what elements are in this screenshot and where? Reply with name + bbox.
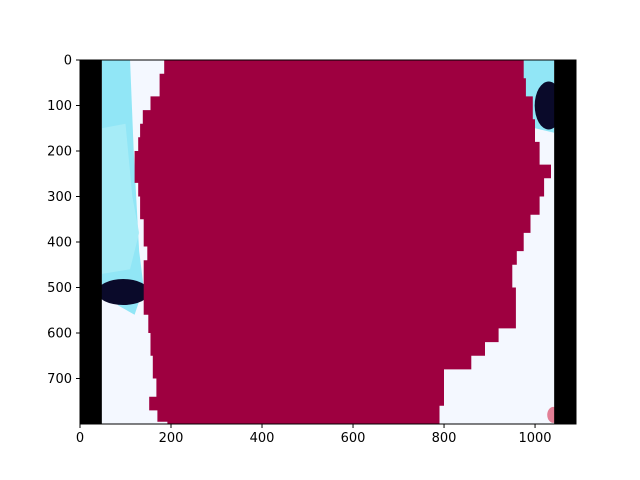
y-tick-label: 400 <box>47 236 72 251</box>
x-axis: 0 200 400 600 800 1000 <box>76 424 552 446</box>
y-tick-label: 500 <box>47 281 72 296</box>
y-tick-label: 600 <box>47 327 72 342</box>
black-border-left <box>80 60 102 424</box>
segmentation-mask <box>134 60 551 424</box>
x-tick-label: 600 <box>341 431 366 446</box>
y-tick-label: 0 <box>64 54 72 69</box>
x-tick-label: 200 <box>159 431 184 446</box>
y-tick-label: 200 <box>47 145 72 160</box>
y-tick-label: 700 <box>47 372 72 387</box>
black-border-right <box>554 60 576 424</box>
image-plot <box>80 60 576 424</box>
x-tick-label: 0 <box>76 431 84 446</box>
y-axis: 0 100 200 300 400 500 600 700 <box>47 54 80 387</box>
cyan-region-left-light <box>101 123 140 274</box>
y-tick-label: 100 <box>47 99 72 114</box>
x-tick-label: 1000 <box>518 431 551 446</box>
y-tick-label: 300 <box>47 190 72 205</box>
x-tick-label: 800 <box>432 431 457 446</box>
x-tick-label: 400 <box>250 431 275 446</box>
dark-blotch-left <box>97 279 150 306</box>
